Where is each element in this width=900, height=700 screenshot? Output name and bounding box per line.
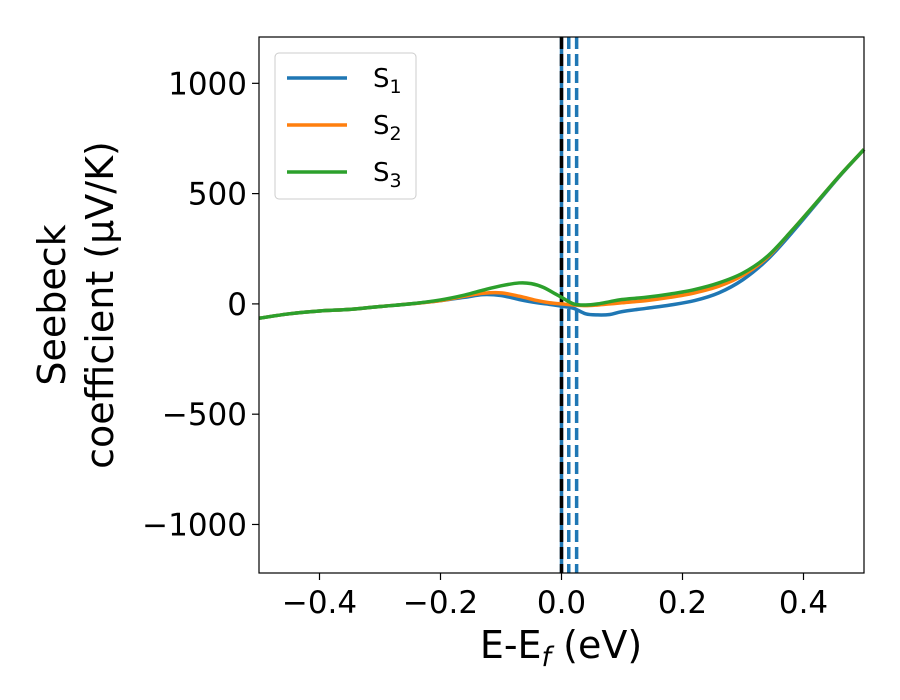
series-line-s3: [258, 148, 866, 320]
x-tick-label: 0.2: [658, 585, 707, 621]
x-tick-label: 0.0: [537, 585, 586, 621]
y-tick-label: −1000: [142, 507, 247, 543]
legend-label-s2: S2: [373, 111, 402, 145]
x-axis-ticks: −0.4 −0.2 0.0 0.2 0.4: [282, 573, 828, 621]
legend-label-s3: S3: [373, 158, 402, 192]
x-axis-label-unit: (eV): [551, 623, 642, 667]
x-axis-label-main: E-E: [480, 623, 542, 667]
y-axis-label: Seebeck coefficient (μV/K): [30, 141, 122, 469]
y-tick-label: 0: [227, 287, 247, 323]
legend: S1 S2 S3: [274, 52, 417, 200]
x-tick-label: 0.4: [779, 585, 828, 621]
y-tick-label: −500: [162, 397, 247, 433]
y-tick-label: 500: [188, 177, 247, 213]
y-axis-ticks: −1000 −500 0 500 1000: [142, 66, 259, 543]
x-tick-label: −0.2: [403, 585, 478, 621]
x-axis-label: E-Ef (eV): [480, 623, 642, 673]
y-tick-label: 1000: [168, 66, 247, 102]
legend-label-s1: S1: [373, 64, 402, 98]
legend-items: S1 S2 S3: [287, 64, 402, 192]
x-tick-label: −0.4: [282, 585, 357, 621]
y-axis-label-line2: coefficient (μV/K): [78, 141, 122, 469]
y-axis-label-line1: Seebeck: [30, 224, 74, 385]
series-lines: [258, 148, 866, 320]
